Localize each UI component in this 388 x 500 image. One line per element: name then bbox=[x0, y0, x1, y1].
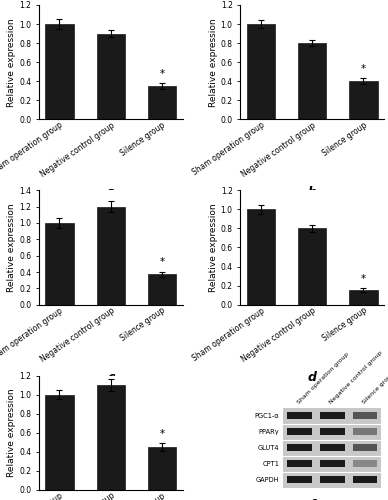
Y-axis label: Relative expression: Relative expression bbox=[7, 203, 16, 292]
Bar bbox=[288, 476, 312, 484]
Bar bbox=[298, 43, 326, 120]
Text: *: * bbox=[159, 68, 165, 78]
Bar bbox=[320, 460, 345, 468]
Bar bbox=[353, 476, 377, 484]
Text: *: * bbox=[159, 428, 165, 438]
Bar bbox=[353, 428, 377, 436]
Y-axis label: Relative expression: Relative expression bbox=[7, 18, 16, 106]
Bar bbox=[288, 412, 312, 420]
Bar bbox=[247, 24, 275, 120]
Text: c: c bbox=[107, 371, 114, 384]
Text: *: * bbox=[361, 274, 366, 284]
Bar bbox=[148, 86, 176, 120]
Bar bbox=[320, 428, 345, 436]
Bar bbox=[97, 206, 125, 304]
Text: PGC1-α: PGC1-α bbox=[255, 412, 279, 418]
Bar bbox=[148, 447, 176, 490]
Text: *: * bbox=[159, 258, 165, 268]
Text: f: f bbox=[309, 499, 315, 500]
Bar bbox=[45, 24, 74, 120]
Bar bbox=[349, 82, 378, 120]
Bar bbox=[45, 223, 74, 304]
Text: a: a bbox=[107, 186, 115, 198]
Bar bbox=[97, 385, 125, 490]
Bar bbox=[148, 274, 176, 304]
Text: *: * bbox=[361, 64, 366, 74]
Bar bbox=[283, 408, 381, 488]
Bar bbox=[353, 412, 377, 420]
Bar bbox=[247, 210, 275, 304]
Bar bbox=[45, 394, 74, 490]
Text: GAPDH: GAPDH bbox=[256, 476, 279, 482]
Bar bbox=[97, 34, 125, 120]
Text: PPARγ: PPARγ bbox=[258, 428, 279, 434]
Bar bbox=[288, 460, 312, 468]
Bar bbox=[288, 444, 312, 452]
Text: d: d bbox=[308, 371, 317, 384]
Bar bbox=[320, 476, 345, 484]
Y-axis label: Relative expression: Relative expression bbox=[209, 203, 218, 292]
Text: Negative control group: Negative control group bbox=[329, 350, 384, 406]
Bar bbox=[353, 460, 377, 468]
Text: Silence group: Silence group bbox=[361, 372, 388, 406]
Bar bbox=[320, 444, 345, 452]
Text: Sham operation group: Sham operation group bbox=[296, 352, 350, 406]
Bar bbox=[353, 444, 377, 452]
Y-axis label: Relative expression: Relative expression bbox=[7, 388, 16, 477]
Bar bbox=[298, 228, 326, 304]
Bar bbox=[288, 428, 312, 436]
Text: CPT1: CPT1 bbox=[262, 460, 279, 466]
Bar bbox=[320, 412, 345, 420]
Text: b: b bbox=[308, 186, 317, 198]
Text: GLUT4: GLUT4 bbox=[258, 444, 279, 450]
Y-axis label: Relative expression: Relative expression bbox=[209, 18, 218, 106]
Bar bbox=[349, 290, 378, 304]
